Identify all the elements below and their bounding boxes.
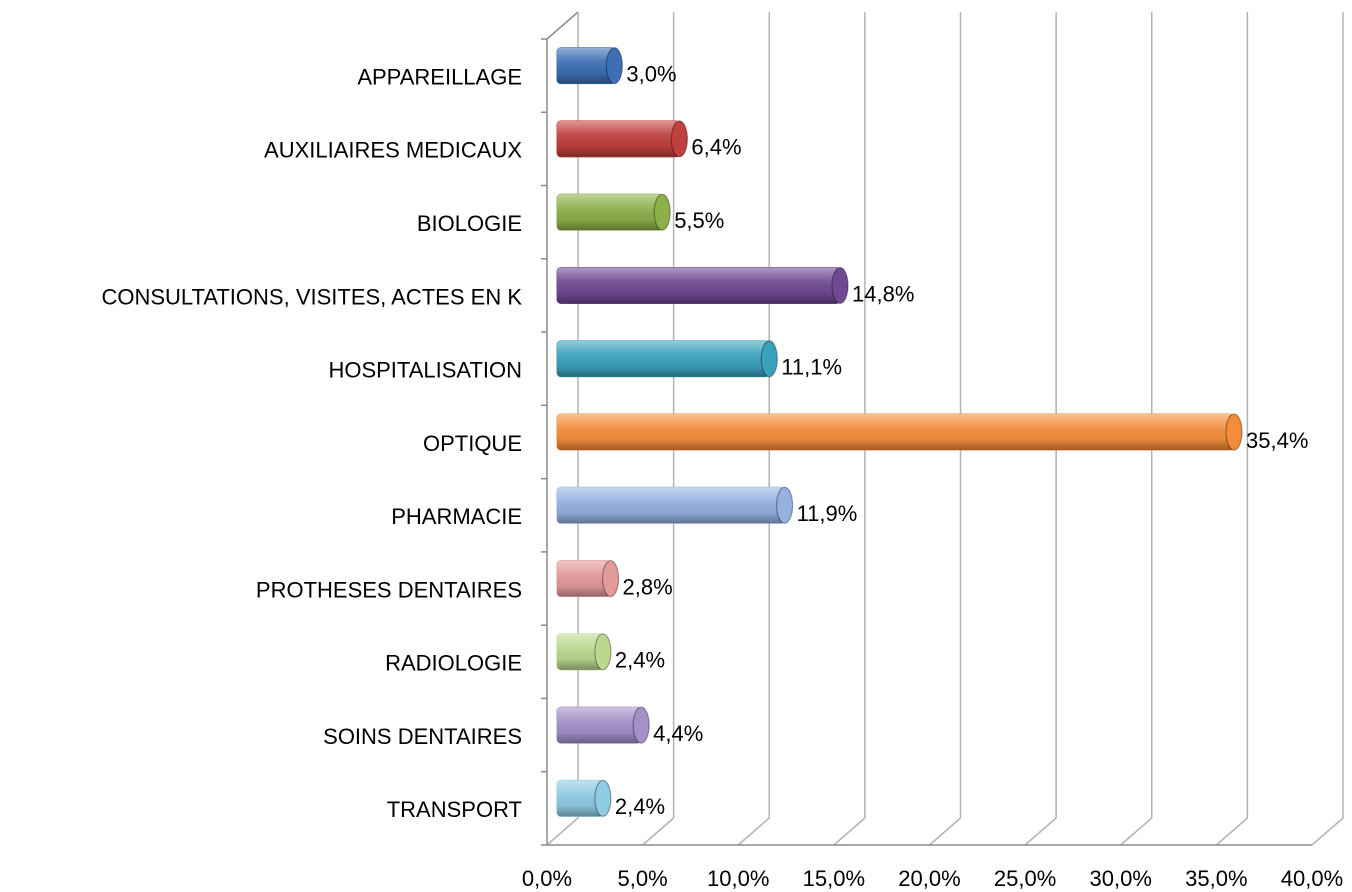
y-tick-label: PHARMACIE [391,504,522,529]
bar-shade [557,780,603,817]
x-tick-label: 0,0% [522,866,572,891]
grid-line [929,12,962,846]
bar-cap [760,340,778,378]
x-tick-label: 25,0% [994,866,1056,891]
y-tick-label: RADIOLOGIE [385,651,522,676]
value-label: 11,1% [781,355,842,380]
y-tick-label: OPTIQUE [423,431,522,456]
y-tick-label: AUXILIAIRES MEDICAUX [264,138,522,163]
value-label: 14,8% [852,281,914,306]
bar-shade [557,120,680,157]
bar-cap [594,633,612,671]
x-tick-label: 40,0% [1281,866,1343,891]
grid-line [1311,12,1344,846]
x-tick-label: 5,0% [618,866,668,891]
bar-cap [605,47,623,85]
x-tick-label: 20,0% [898,866,960,891]
bar-shade [557,487,785,524]
bar-shade [557,560,611,597]
bar-shade [557,707,642,744]
bar-cap [653,193,671,231]
value-label: 11,9% [797,501,858,526]
bar-cap [831,266,849,305]
x-tick-label: 35,0% [1185,866,1247,891]
grid-line [833,12,866,846]
value-label: 35,4% [1246,428,1308,453]
value-label: 2,8% [623,574,673,599]
value-label: 5,5% [674,208,724,233]
bar-shade [557,414,1235,450]
x-tick-label: 10,0% [707,866,769,891]
x-tick-label: 30,0% [1090,866,1152,891]
y-tick-label: BIOLOGIE [417,211,522,236]
bar-cap [1225,413,1243,451]
y-tick-label: PROTHESES DENTAIRES [256,577,522,602]
y-tick-label: CONSULTATIONS, VISITES, ACTES EN K [101,284,522,309]
bar-cap [594,779,612,817]
bar-shade [557,633,603,670]
y-tick-label: APPAREILLAGE [357,64,522,89]
grid-line [1215,12,1249,846]
y-tick-label: HOSPITALISATION [328,358,522,383]
bar-shade [557,340,770,377]
grid-line [1024,12,1057,846]
x-tick-label: 15,0% [803,866,865,891]
grid-line [1120,12,1153,846]
bar-shade [557,194,663,231]
bar-cap [670,120,689,158]
y-tick-label: TRANSPORT [387,797,522,822]
value-label: 6,4% [691,135,741,160]
value-label: 2,4% [615,794,665,819]
value-label: 2,4% [615,648,665,673]
y-tick-label: SOINS DENTAIRES [323,724,522,749]
y-axis [546,11,579,845]
bar-cap [632,706,650,744]
bar-cap [601,559,620,598]
bar-shade [557,267,841,304]
bar-shade [557,47,615,84]
value-label: 4,4% [653,721,703,746]
bar-cap [775,486,794,524]
value-label: 3,0% [626,61,676,86]
